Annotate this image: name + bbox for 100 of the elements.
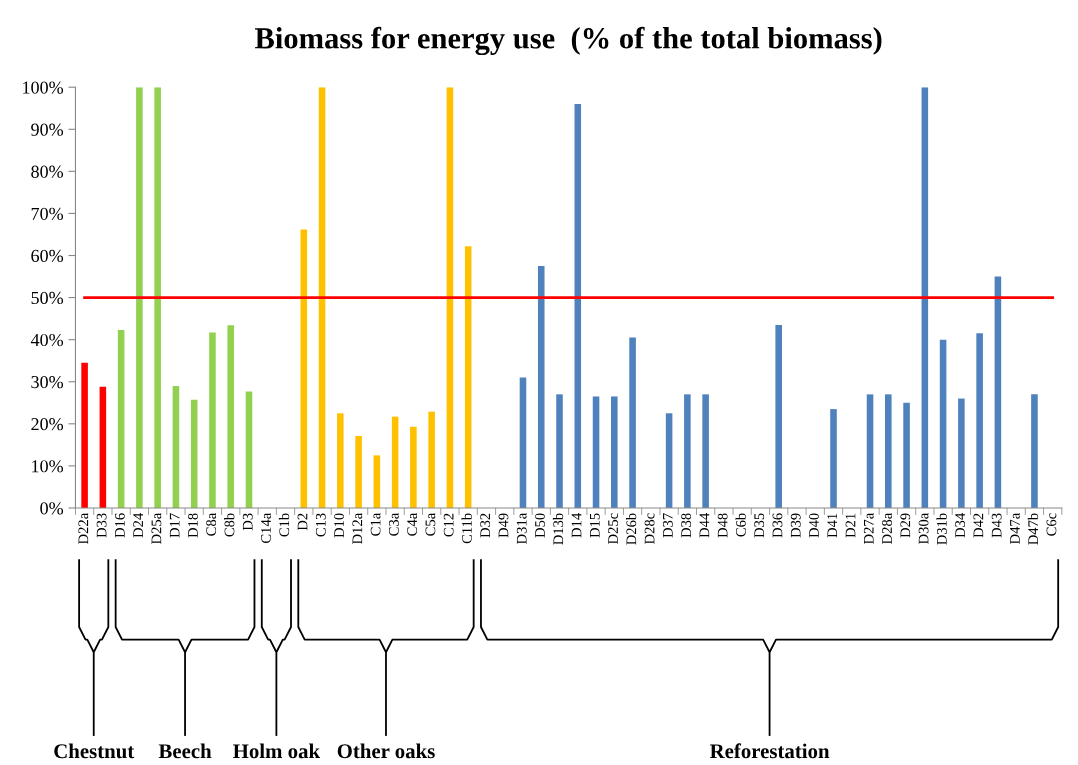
- bar: [391, 416, 399, 508]
- y-tick-label: 30%: [31, 375, 64, 389]
- bar: [373, 455, 381, 508]
- x-tick-label: D35: [754, 513, 765, 538]
- x-tick-label: D25c: [608, 513, 618, 544]
- x-tick-label: D29: [900, 513, 911, 538]
- bar: [136, 87, 143, 508]
- text: Holm oak: [233, 743, 321, 759]
- x-tick-label: C8a: [206, 513, 217, 536]
- x-tick-label: D15: [589, 513, 600, 538]
- bar: [300, 229, 308, 508]
- bar: [337, 413, 344, 508]
- x-tick-label: C6c: [1046, 513, 1057, 536]
- y-tick-label: 100%: [23, 81, 64, 94]
- bar: [1031, 394, 1038, 508]
- x-tick-label: D16: [114, 513, 125, 538]
- x-tick-label: D24: [133, 513, 143, 538]
- bar: [318, 87, 326, 508]
- x-tick-label: C12: [443, 513, 454, 537]
- y-tick-label: 70%: [31, 207, 64, 220]
- x-tick-label: C1b: [278, 513, 290, 537]
- x-tick-label: D47b: [1027, 513, 1039, 545]
- x-tick-label: D28c: [644, 513, 655, 544]
- bar: [154, 87, 161, 508]
- bar: [665, 413, 673, 508]
- bar: [939, 339, 947, 508]
- y-tick-label: 10%: [32, 460, 64, 473]
- x-tick-label: D39: [790, 513, 801, 538]
- text: Reforestation: [709, 743, 830, 759]
- x-tick-label: D31a: [516, 513, 527, 544]
- bar: [227, 325, 235, 508]
- text: Beech: [158, 743, 212, 759]
- bar: [190, 399, 198, 508]
- y-tick-label: 0%: [40, 502, 64, 515]
- x-tick-label: D22a: [78, 513, 89, 544]
- x-tick-label: D17: [169, 513, 180, 538]
- x-tick-label: C1a: [370, 513, 381, 536]
- bar: [629, 337, 636, 508]
- bar: [830, 409, 837, 508]
- y-tick-label: 20%: [31, 418, 64, 431]
- y-tick-label: 40%: [30, 333, 64, 347]
- x-tick-label: D13b: [552, 513, 564, 545]
- x-tick-label: D48: [717, 513, 728, 538]
- bar: [556, 394, 563, 508]
- bar: [172, 385, 180, 508]
- x-tick-label: D21: [845, 513, 856, 538]
- x-tick-label: D30a: [918, 513, 929, 544]
- y-tick-label: 80%: [31, 165, 64, 178]
- bar: [428, 411, 435, 508]
- x-tick-label: D42: [973, 513, 984, 538]
- bar: [446, 87, 454, 508]
- x-tick-label: D3: [242, 513, 253, 531]
- x-tick-label: D28a: [882, 513, 892, 544]
- x-tick-label: D50: [535, 513, 545, 538]
- y-tick-label: 50%: [31, 291, 64, 305]
- x-tick-label: D12a: [352, 513, 363, 544]
- text: Other oaks: [337, 743, 435, 759]
- x-tick-label: D18: [188, 513, 198, 538]
- y-tick-label: 90%: [31, 123, 64, 136]
- x-tick-label: D40: [809, 513, 819, 538]
- x-tick-label: D49: [498, 513, 509, 538]
- x-tick-label: D14: [571, 513, 582, 538]
- chart-title: Biomass for energy use (% of the total biomass): [254, 26, 882, 56]
- bar: [410, 426, 417, 508]
- bar: [519, 377, 527, 508]
- x-tick-label: D2: [297, 513, 308, 531]
- x-tick-label: D41: [827, 513, 838, 538]
- x-tick-label: D26b: [625, 513, 637, 545]
- x-tick-label: D31b: [936, 513, 947, 545]
- x-tick-label: D37: [662, 513, 673, 538]
- bar: [592, 396, 600, 508]
- bar: [684, 394, 691, 508]
- bar: [209, 332, 216, 508]
- bar: [574, 104, 582, 508]
- x-tick-label: D10: [334, 513, 344, 538]
- x-tick-label: D25a: [151, 513, 162, 544]
- x-tick-label: C8b: [224, 513, 235, 537]
- x-tick-label: C13: [315, 513, 326, 537]
- bar: [537, 266, 545, 508]
- bar: [355, 436, 362, 508]
- bar: [702, 394, 709, 508]
- x-tick-label: C14a: [261, 513, 271, 544]
- bar: [921, 87, 929, 508]
- x-tick-label: C11b: [461, 513, 472, 544]
- text: Chestnut: [54, 743, 135, 759]
- bar: [81, 362, 88, 508]
- x-tick-label: D36: [772, 513, 783, 538]
- bar: [958, 398, 965, 508]
- bar: [99, 386, 107, 508]
- x-tick-label: D38: [681, 513, 692, 538]
- x-tick-label: D33: [96, 513, 107, 538]
- bar: [866, 394, 874, 508]
- bar: [117, 329, 125, 508]
- x-tick-label: D47a: [1010, 513, 1020, 544]
- x-tick-label: D27a: [863, 513, 874, 544]
- x-tick-label: C6b: [735, 513, 746, 537]
- bar: [976, 333, 983, 508]
- y-tick-label: 60%: [31, 249, 64, 263]
- bar: [903, 402, 910, 508]
- bar: [775, 324, 782, 508]
